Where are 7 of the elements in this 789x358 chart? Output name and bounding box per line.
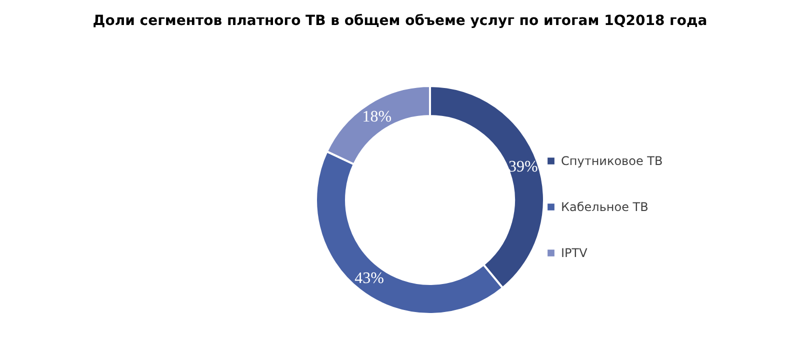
data-label: 39%	[508, 158, 538, 176]
data-label: 18%	[362, 108, 392, 126]
chart-title: Доли сегментов платного ТВ в общем объеме услуг по итогам 1Q2018 года	[92, 13, 708, 29]
legend-label: IPTV	[561, 246, 588, 260]
legend-label: Кабельное ТВ	[561, 200, 648, 214]
data-label: 43%	[354, 270, 384, 288]
legend-label: Спутниковое ТВ	[561, 154, 663, 168]
